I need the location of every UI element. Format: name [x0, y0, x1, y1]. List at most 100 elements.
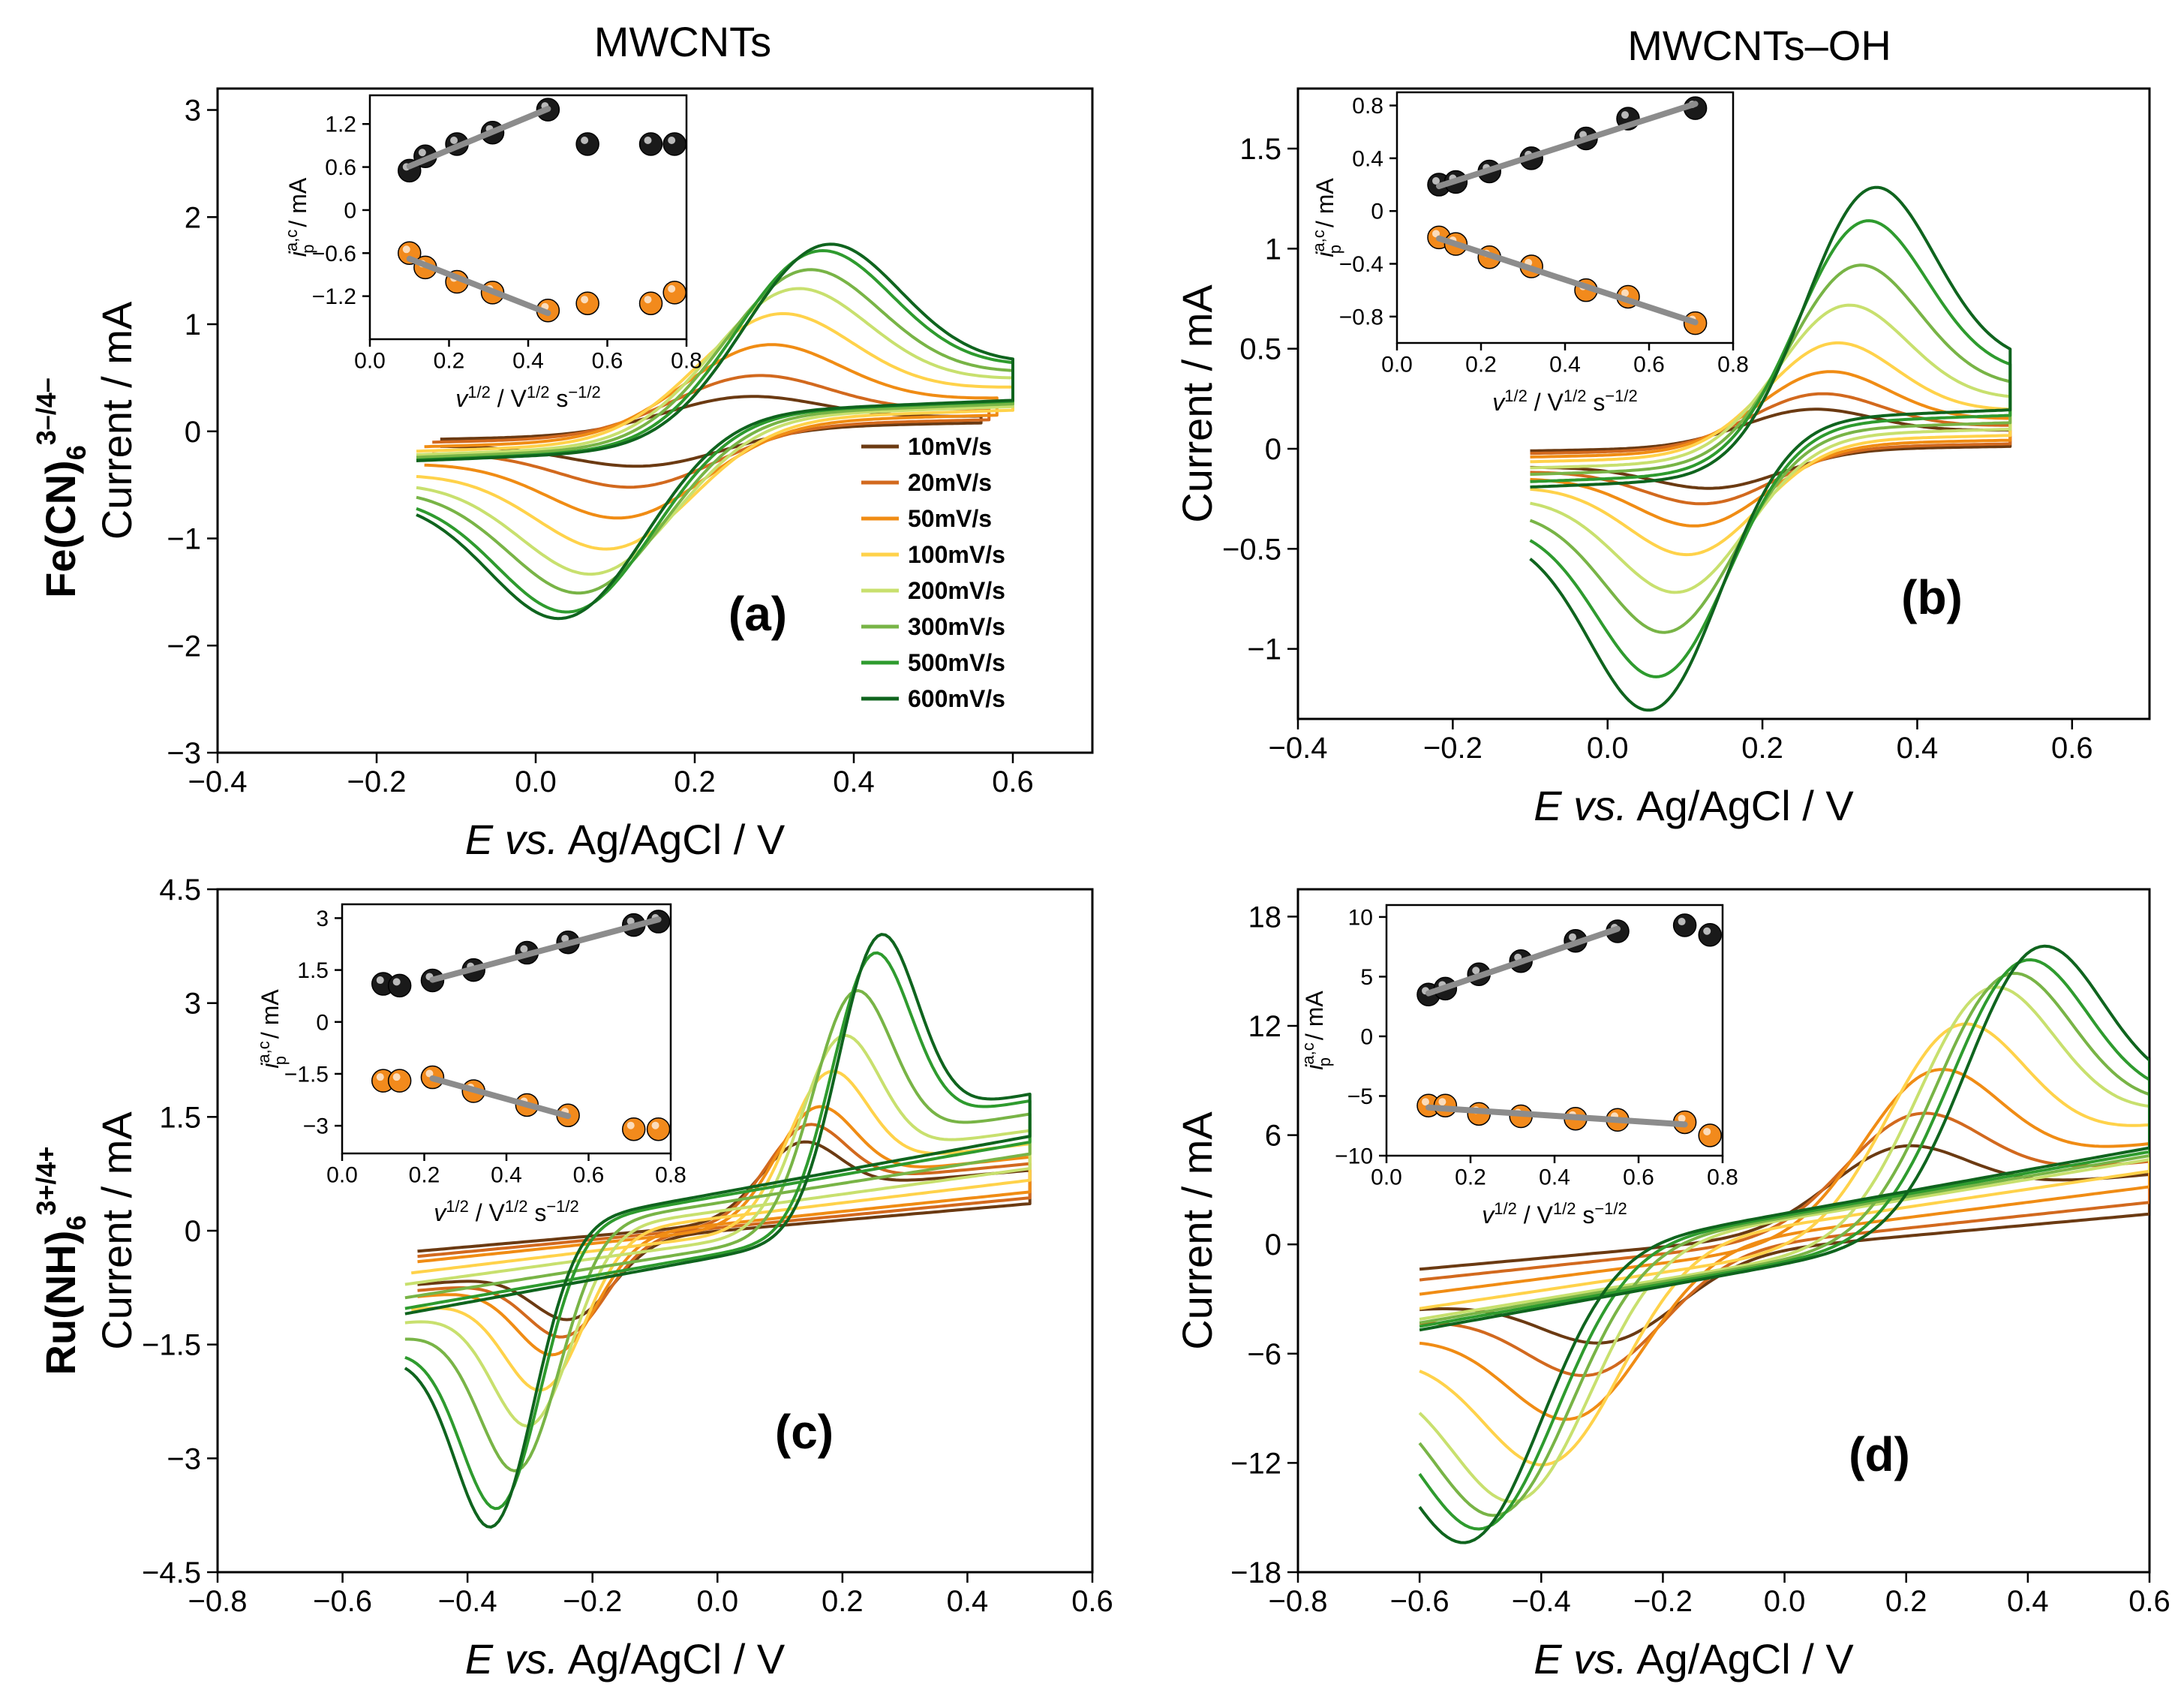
x-axis-label-rest: Ag/AgCl / V — [558, 1635, 786, 1682]
inset-x-label-s: s — [1586, 389, 1605, 416]
anodic-peak-point-highlight — [581, 137, 589, 144]
x-tick-label: 0.0 — [515, 765, 557, 798]
inset-plot-frame — [368, 94, 688, 341]
cathodic-peak-point-highlight — [376, 1073, 384, 1081]
inset-y-label-sub: p — [1326, 245, 1344, 254]
y-tick-label: −6 — [1247, 1338, 1281, 1371]
anodic-peak-point — [387, 973, 412, 998]
inset-y-tick-label: −0.4 — [1339, 252, 1383, 277]
x-axis-label-italic: E vs. — [465, 816, 558, 863]
cv-curve-600mV-s — [1418, 944, 2149, 1544]
inset-x-label-mid: / V — [469, 1199, 506, 1226]
inset-y-tick-label: 0 — [1360, 1024, 1373, 1049]
legend-label: 20mV/s — [908, 469, 992, 496]
inset-y-tick-label: 5 — [1360, 965, 1373, 990]
y-tick-label: 18 — [1248, 901, 1282, 934]
inset-x-tick-label: 0.6 — [1633, 353, 1665, 377]
y-tick-label: 2 — [185, 201, 201, 234]
legend-label: 200mV/s — [908, 577, 1005, 604]
inset-y-label-rest: / mA — [1301, 991, 1328, 1047]
anodic-peak-point-highlight — [1432, 177, 1440, 185]
inset-x-tick-label: 0.4 — [1549, 353, 1581, 377]
inset-x-axis-label: v1/2 / V1/2 s−1/2 — [455, 383, 601, 412]
inset-x-label-sup3: −1/2 — [546, 1197, 578, 1216]
inset-x-label-s: s — [1576, 1201, 1594, 1228]
anodic-peak-point-highlight — [1703, 927, 1711, 935]
inset-y-tick-label: 1.2 — [325, 113, 356, 137]
x-tick-label: 0.4 — [1897, 732, 1939, 765]
cathodic-peak-point-highlight — [1432, 230, 1440, 238]
x-tick-label: 0.2 — [822, 1585, 864, 1618]
cathodic-peak-point-highlight — [1678, 1114, 1686, 1123]
x-axis-label: E vs. Ag/AgCl / V — [1534, 1635, 1854, 1682]
x-tick-label: 0.6 — [1071, 1585, 1113, 1618]
panel-d: −0.8 −0.6 −0.4 −0.2 0.0 0.2 0.4 0.6 −18 −12 −6 0 6 12… — [1173, 888, 2170, 1682]
cv-curves — [1418, 944, 2149, 1544]
cv-curve-600mV-s — [1529, 185, 2012, 712]
anodic-peak-point — [575, 132, 599, 156]
x-tick-label: −0.4 — [188, 765, 248, 798]
inset-y-tick-label: −1.5 — [284, 1062, 329, 1087]
x-tick-label: −0.2 — [563, 1585, 622, 1618]
inset-x-tick-label: 0.2 — [409, 1163, 440, 1188]
inset-y-label-rest: / mA — [257, 989, 284, 1045]
cv-curves — [416, 242, 1014, 621]
y-tick-label: 0.5 — [1239, 333, 1281, 366]
y-tick-label: 0 — [185, 1215, 201, 1248]
inset-y-tick-label: −3 — [303, 1114, 329, 1139]
x-tick-label: 0.0 — [1587, 732, 1629, 765]
inset-x-tick-label: 0.0 — [1381, 353, 1413, 377]
inset-x-tick-label: 0.2 — [1455, 1165, 1486, 1190]
inset-y-label-sub: p — [1315, 1057, 1334, 1066]
inset-x-tick-label: 0.0 — [354, 349, 386, 374]
y-tick-label: −18 — [1230, 1556, 1281, 1589]
anodic-peak-point — [638, 132, 663, 156]
inset-y-tick-label: 0.6 — [325, 155, 356, 180]
legend-label: 300mV/s — [908, 613, 1005, 640]
cathodic-peak-point — [638, 291, 663, 315]
x-axis-label-italic: E vs. — [1534, 1635, 1627, 1682]
cathodic-fit-line — [429, 1075, 572, 1120]
anodic-peak-point-highlight — [668, 137, 676, 144]
x-axis-label: E vs. Ag/AgCl / V — [465, 816, 786, 863]
inset-x-label-sup2: 1/2 — [505, 1197, 528, 1216]
x-tick-label: −0.6 — [313, 1585, 372, 1618]
anodic-peak-point-highlight — [644, 137, 652, 144]
x-tick-label: 0.6 — [2051, 732, 2093, 765]
inset-x-label-v: v — [455, 385, 469, 412]
x-axis-label-italic: E vs. — [465, 1635, 558, 1682]
inset-y-label-sup: a,c — [1309, 230, 1328, 251]
y-axis-label: Current / mA — [93, 1111, 140, 1350]
legend-label: 500mV/s — [908, 649, 1005, 676]
inset-y-tick-label: −10 — [1335, 1144, 1373, 1169]
anodic-peak-point-highlight — [1472, 967, 1480, 975]
inset-x-label-v: v — [1492, 389, 1506, 416]
anodic-peak-point-highlight — [392, 978, 401, 986]
row-label-bottom-main: Ru(NH) — [37, 1231, 84, 1376]
inset-y-axis-label: ia,cp / mA — [282, 177, 317, 257]
y-tick-label: 1 — [1265, 233, 1281, 266]
cathodic-fit-line — [406, 255, 551, 317]
inset-x-label-v: v — [434, 1199, 447, 1226]
inset-x-label-sup1: 1/2 — [1504, 386, 1528, 405]
anodic-peak-point — [1698, 923, 1722, 947]
inset-plot: 0.0 0.2 0.4 0.6 0.8 −0.8 −0.4 0 0.4 0.8 ia,cp / mA… — [1309, 91, 1749, 416]
anodic-peak-point-highlight — [376, 976, 384, 985]
panel-c: −0.8 −0.6 −0.4 −0.2 0.0 0.2 0.4 0.6 −4.5 −3 −1.5 0 1… — [93, 874, 1113, 1682]
legend-label: 10mV/s — [908, 433, 992, 460]
y-tick-label: −1.5 — [142, 1329, 201, 1362]
anodic-fit-line — [429, 916, 662, 983]
x-tick-label: 0.0 — [1764, 1585, 1806, 1618]
inset-x-tick-label: 0.2 — [1465, 353, 1497, 377]
inset-y-tick-label: −1.2 — [312, 284, 356, 309]
inset-y-tick-label: −5 — [1347, 1084, 1373, 1109]
inset-x-label-sup1: 1/2 — [446, 1197, 469, 1216]
cathodic-peak-point-highlight — [644, 296, 652, 304]
cathodic-peak-point-highlight — [1703, 1127, 1711, 1135]
anodic-peak-point-highlight — [626, 917, 635, 925]
y-tick-label: 4.5 — [159, 874, 201, 907]
cathodic-peak-point — [662, 281, 686, 305]
inset-x-label-sup3: −1/2 — [1605, 386, 1637, 405]
panel-label: (a) — [729, 587, 787, 641]
row-label-bottom-sub: 6 — [61, 1216, 92, 1231]
